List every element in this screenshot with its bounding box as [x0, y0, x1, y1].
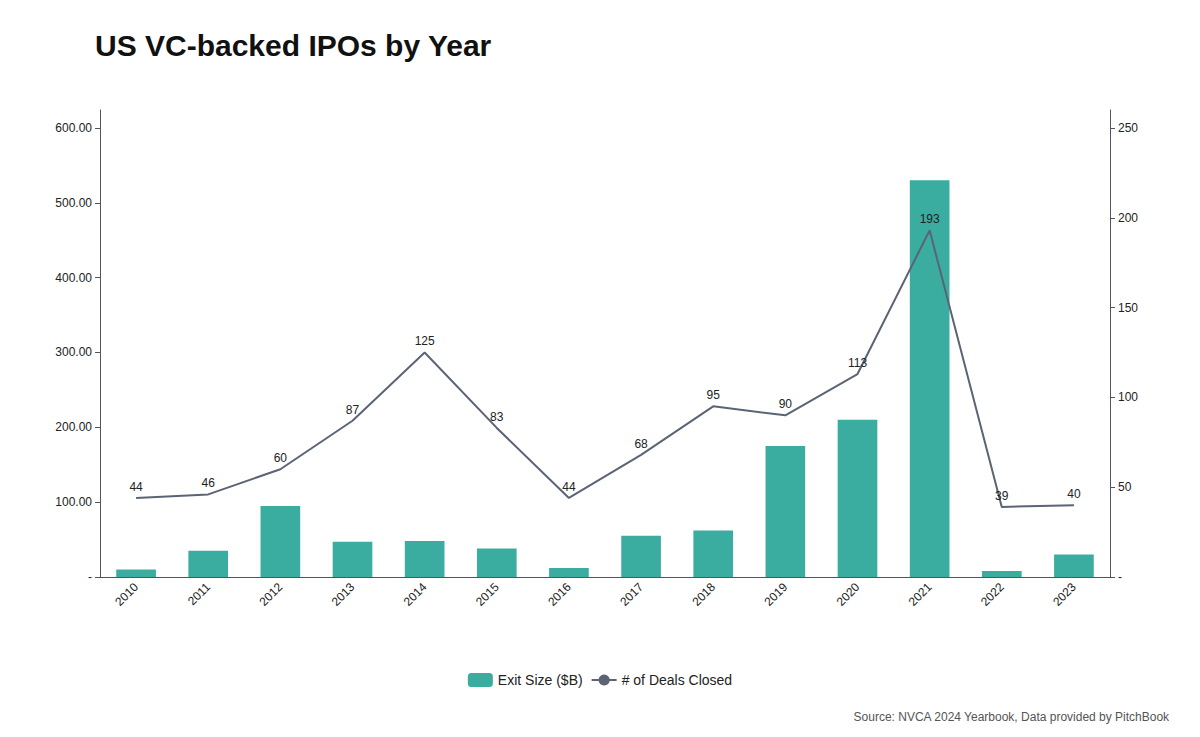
svg-text:2015: 2015 [473, 580, 502, 609]
svg-text:2017: 2017 [617, 580, 646, 609]
svg-text:83: 83 [490, 410, 504, 424]
svg-text:250: 250 [1118, 121, 1138, 135]
svg-text:113: 113 [848, 356, 867, 370]
svg-text:2023: 2023 [1050, 580, 1079, 609]
svg-text:100.00: 100.00 [55, 495, 92, 509]
svg-text:44: 44 [562, 480, 576, 494]
svg-text:-: - [1118, 570, 1122, 584]
svg-text:500.00: 500.00 [55, 196, 92, 210]
svg-text:400.00: 400.00 [55, 271, 92, 285]
svg-text:Exit Size ($B): Exit Size ($B) [498, 672, 583, 688]
svg-text:44: 44 [129, 480, 143, 494]
svg-text:2021: 2021 [906, 580, 935, 609]
svg-text:193: 193 [920, 212, 940, 226]
svg-text:90: 90 [779, 397, 793, 411]
svg-text:2010: 2010 [112, 580, 141, 609]
svg-text:2022: 2022 [978, 580, 1007, 609]
svg-text:-: - [88, 570, 92, 584]
svg-text:68: 68 [634, 437, 648, 451]
svg-text:2018: 2018 [689, 580, 718, 609]
svg-text:2019: 2019 [762, 580, 791, 609]
svg-text:US VC-backed IPOs by Year: US VC-backed IPOs by Year [95, 29, 492, 62]
svg-text:2014: 2014 [401, 580, 430, 609]
svg-text:300.00: 300.00 [55, 345, 92, 359]
svg-text:60: 60 [274, 451, 288, 465]
svg-text:2012: 2012 [257, 580, 286, 609]
svg-text:50: 50 [1118, 480, 1132, 494]
svg-text:40: 40 [1067, 487, 1081, 501]
svg-text:600.00: 600.00 [55, 121, 92, 135]
svg-text:100: 100 [1118, 390, 1138, 404]
svg-text:200: 200 [1118, 211, 1138, 225]
svg-text:2016: 2016 [545, 580, 574, 609]
svg-text:150: 150 [1118, 301, 1138, 315]
svg-text:2013: 2013 [329, 580, 358, 609]
svg-text:39: 39 [995, 489, 1009, 503]
svg-text:125: 125 [415, 334, 435, 348]
svg-text:# of Deals Closed: # of Deals Closed [622, 672, 733, 688]
svg-text:200.00: 200.00 [55, 420, 92, 434]
svg-text:46: 46 [202, 476, 216, 490]
svg-text:2020: 2020 [834, 580, 863, 609]
svg-text:2011: 2011 [185, 580, 213, 608]
svg-text:Source: NVCA 2024 Yearbook, Da: Source: NVCA 2024 Yearbook, Data provide… [854, 710, 1171, 724]
svg-text:95: 95 [707, 388, 721, 402]
svg-text:87: 87 [346, 403, 360, 417]
